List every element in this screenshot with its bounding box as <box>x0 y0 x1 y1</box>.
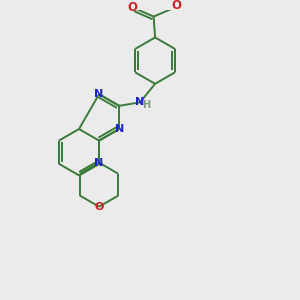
Text: N: N <box>115 124 124 134</box>
Text: N: N <box>94 158 104 168</box>
Text: O: O <box>128 1 138 13</box>
Text: H: H <box>142 100 151 110</box>
Text: N: N <box>94 89 104 99</box>
Text: N: N <box>135 98 145 107</box>
Text: O: O <box>171 0 181 12</box>
Text: O: O <box>94 202 104 212</box>
